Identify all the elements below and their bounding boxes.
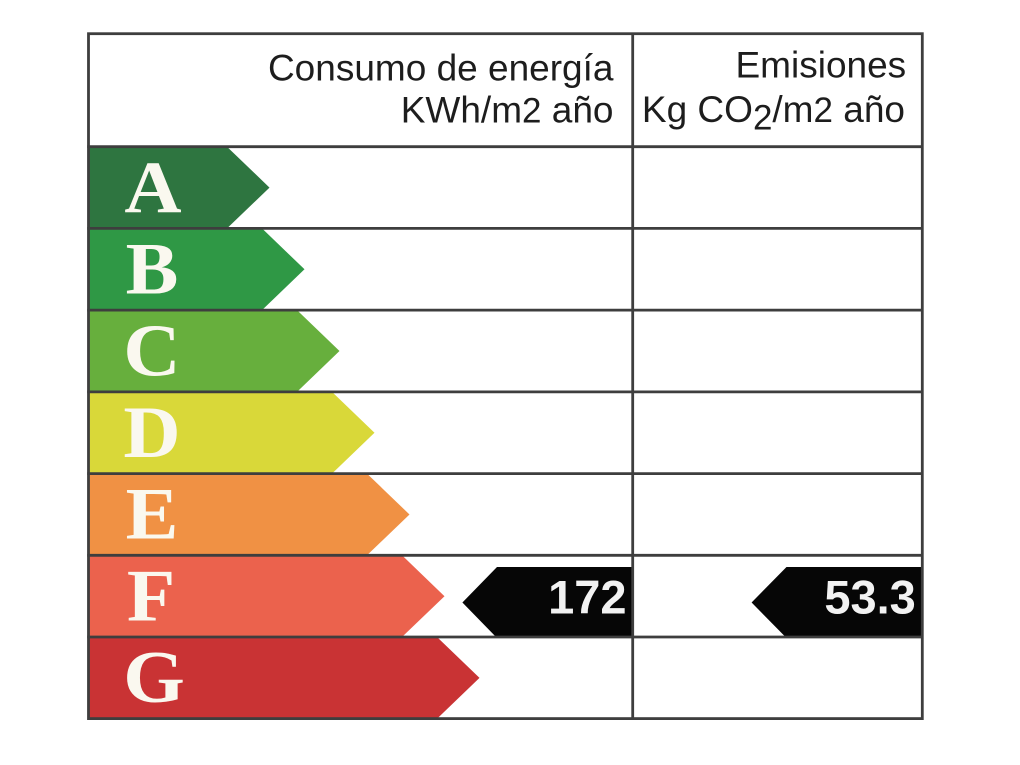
- svg-text:B: B: [126, 228, 179, 310]
- svg-text:E: E: [126, 473, 179, 555]
- svg-text:Consumo de energía: Consumo de energía: [268, 47, 614, 88]
- svg-text:KWh/m2 año: KWh/m2 año: [401, 90, 614, 131]
- svg-text:172: 172: [548, 571, 626, 624]
- svg-text:G: G: [123, 636, 185, 718]
- svg-text:53.3: 53.3: [824, 571, 915, 624]
- svg-text:D: D: [123, 391, 180, 473]
- svg-text:C: C: [123, 310, 180, 392]
- svg-text:Kg CO2/m2 año: Kg CO2/m2 año: [642, 89, 905, 138]
- svg-text:Emisiones: Emisiones: [736, 45, 907, 86]
- svg-text:A: A: [124, 146, 181, 228]
- svg-text:F: F: [127, 555, 175, 637]
